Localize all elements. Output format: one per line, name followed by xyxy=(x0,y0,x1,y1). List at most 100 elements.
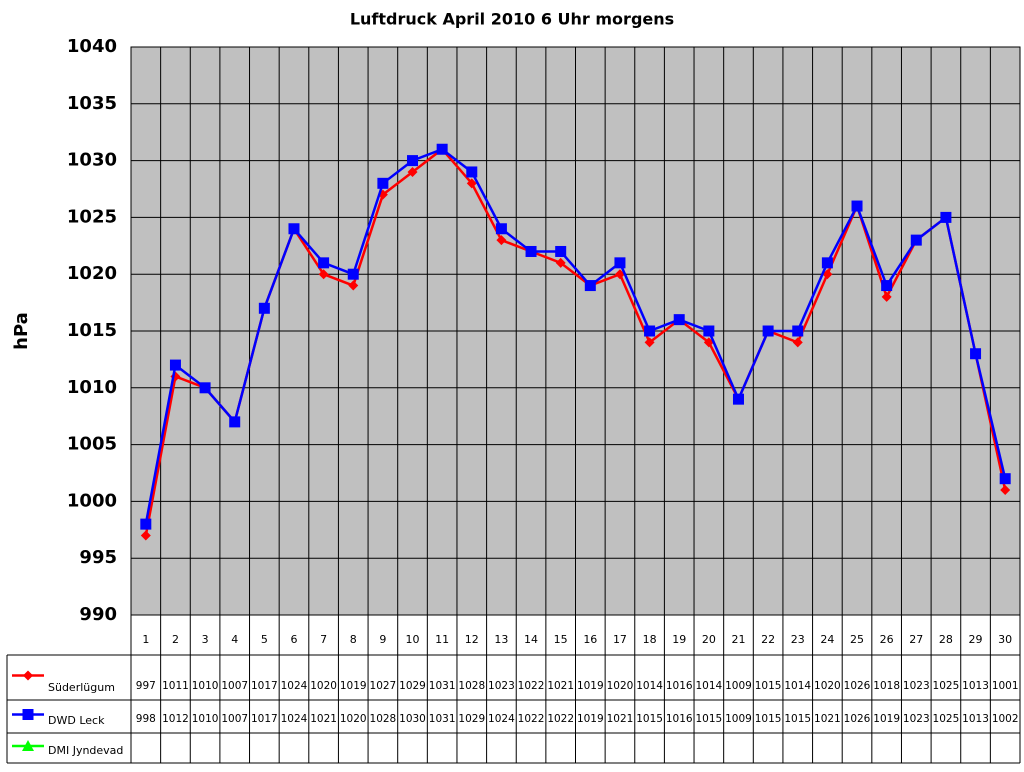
table-value: 1014 xyxy=(636,680,663,692)
marker xyxy=(495,223,507,235)
x-tick-label: 6 xyxy=(290,633,297,646)
table-value: 1019 xyxy=(340,680,367,692)
x-tick-label: 12 xyxy=(465,633,479,646)
table-value: 1015 xyxy=(755,680,782,692)
x-tick-label: 15 xyxy=(554,633,568,646)
table-value: 1020 xyxy=(310,680,337,692)
table-value: 1020 xyxy=(814,680,841,692)
x-tick-label: 17 xyxy=(613,633,627,646)
table-value: 1013 xyxy=(962,713,989,725)
table-value: 1025 xyxy=(933,713,960,725)
table-value: 1020 xyxy=(340,713,367,725)
marker xyxy=(347,268,359,280)
y-tick-label: 1030 xyxy=(67,150,117,171)
marker xyxy=(288,223,300,235)
marker xyxy=(407,155,419,167)
x-tick-label: 3 xyxy=(202,633,209,646)
marker xyxy=(881,291,892,302)
table-value: 1024 xyxy=(281,713,308,725)
table-value: 1017 xyxy=(251,680,278,692)
y-tick-label: 990 xyxy=(79,604,117,625)
x-tick-label: 19 xyxy=(672,633,686,646)
table-value: 1010 xyxy=(192,680,219,692)
table-value: 998 xyxy=(136,713,156,725)
x-tick-label: 13 xyxy=(494,633,508,646)
marker xyxy=(496,235,507,246)
table-value: 1007 xyxy=(221,713,248,725)
marker xyxy=(792,325,804,337)
x-tick-label: 11 xyxy=(435,633,449,646)
marker xyxy=(169,359,181,371)
marker xyxy=(436,143,448,155)
table-value: 1022 xyxy=(518,713,545,725)
marker xyxy=(22,709,34,720)
marker xyxy=(22,740,34,751)
marker xyxy=(23,670,33,681)
x-tick-label: 8 xyxy=(350,633,357,646)
table-value: 1017 xyxy=(251,713,278,725)
x-tick-label: 26 xyxy=(880,633,894,646)
table-value: 1015 xyxy=(755,713,782,725)
y-tick-label: 1015 xyxy=(67,320,117,341)
marker xyxy=(792,337,803,348)
x-tick-label: 1 xyxy=(142,633,149,646)
marker xyxy=(318,257,330,269)
marker xyxy=(732,393,744,405)
table-value: 1012 xyxy=(162,713,189,725)
table-value: 1020 xyxy=(607,680,634,692)
marker xyxy=(584,280,596,292)
x-tick-label: 21 xyxy=(731,633,745,646)
table-value: 1002 xyxy=(992,713,1019,725)
table-value: 1023 xyxy=(903,713,930,725)
table-value: 1014 xyxy=(784,680,811,692)
y-tick-label: 1020 xyxy=(67,263,117,284)
marker xyxy=(140,530,151,541)
y-tick-label: 1025 xyxy=(67,206,117,227)
legend-label: DWD Leck xyxy=(48,714,105,727)
marker xyxy=(229,416,241,428)
x-tick-label: 2 xyxy=(172,633,179,646)
marker xyxy=(258,302,270,314)
x-tick-label: 27 xyxy=(909,633,923,646)
marker xyxy=(821,257,833,269)
table-value: 1021 xyxy=(607,713,634,725)
table-value: 1031 xyxy=(429,680,456,692)
marker xyxy=(555,245,567,257)
table-value: 1011 xyxy=(162,680,189,692)
table-value: 1031 xyxy=(429,713,456,725)
table-value: 1009 xyxy=(725,713,752,725)
marker xyxy=(940,211,952,223)
table-value: 1029 xyxy=(399,680,426,692)
table-value: 1027 xyxy=(370,680,397,692)
marker xyxy=(140,518,152,530)
table-value: 1022 xyxy=(518,680,545,692)
marker xyxy=(970,348,982,360)
table-value: 1024 xyxy=(488,713,515,725)
y-tick-label: 1040 xyxy=(67,36,117,57)
marker xyxy=(407,166,418,177)
table-value: 1026 xyxy=(844,680,871,692)
x-tick-label: 5 xyxy=(261,633,268,646)
table-value: 1016 xyxy=(666,713,693,725)
legend-label: Süderlügum xyxy=(48,681,115,694)
table-value: 1023 xyxy=(903,680,930,692)
marker xyxy=(555,257,566,268)
legend-label: DMI Jyndevad xyxy=(48,744,123,757)
y-tick-label: 1000 xyxy=(67,490,117,511)
marker xyxy=(466,166,478,178)
table-value: 1021 xyxy=(310,713,337,725)
series-line xyxy=(144,147,1007,525)
x-tick-label: 20 xyxy=(702,633,716,646)
y-tick-label: 1010 xyxy=(67,377,117,398)
x-tick-label: 7 xyxy=(320,633,327,646)
marker xyxy=(199,382,211,394)
x-tick-label: 25 xyxy=(850,633,864,646)
x-tick-label: 4 xyxy=(231,633,238,646)
y-tick-label: 1035 xyxy=(67,93,117,114)
table-value: 1007 xyxy=(221,680,248,692)
table-value: 1001 xyxy=(992,680,1019,692)
table-value: 1028 xyxy=(370,713,397,725)
marker xyxy=(644,337,655,348)
